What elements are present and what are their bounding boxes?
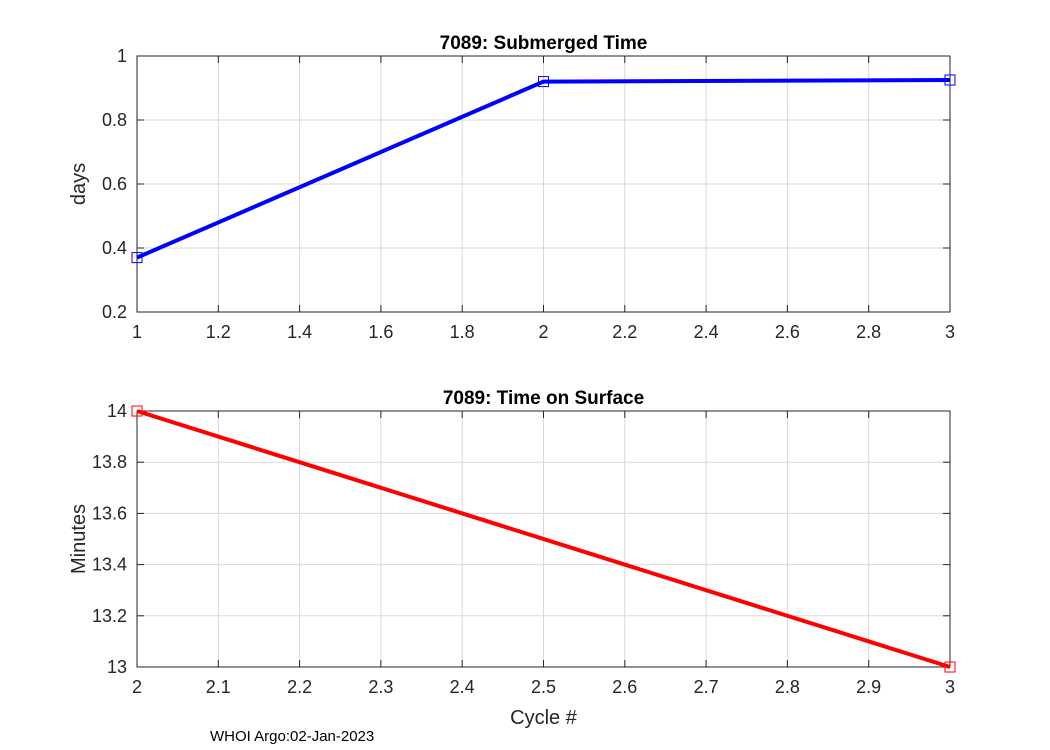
y-tick-label: 0.6 (102, 174, 127, 194)
y-tick-label: 13.2 (92, 606, 127, 626)
y-tick-label: 13.4 (92, 555, 127, 575)
x-tick-label: 2.2 (287, 677, 312, 697)
chart-title: 7089: Time on Surface (443, 388, 644, 409)
x-tick-label: 2.8 (775, 677, 800, 697)
series-line (136, 409, 951, 669)
x-tick-label: 3 (945, 322, 955, 342)
y-tick-label: 1 (117, 46, 127, 66)
series-line (136, 78, 951, 260)
x-tick-label: 2.6 (612, 677, 637, 697)
y-axis-label: days (68, 163, 90, 205)
x-tick-label: 2.5 (531, 677, 556, 697)
x-tick-label: 2.9 (856, 677, 881, 697)
data-point-marker (131, 252, 143, 264)
y-axis-label: Minutes (68, 504, 90, 574)
y-tick-label: 0.4 (102, 238, 127, 258)
x-tick-label: 1.8 (450, 322, 475, 342)
x-tick-label: 1.2 (206, 322, 231, 342)
x-tick-label: 2.1 (206, 677, 231, 697)
x-tick-label: 2.2 (612, 322, 637, 342)
y-tick-label: 13 (107, 657, 127, 677)
x-tick-label: 2.7 (694, 677, 719, 697)
footer-credit: WHOI Argo:02-Jan-2023 (210, 728, 374, 745)
y-tick-label: 14 (107, 401, 127, 421)
data-point-marker (538, 76, 549, 88)
plot-time-on-surface: 2 2.1 2.2 2.3 2.4 2.5 2.6 2.7 2.8 2.9 3 13 13.2 13.4 1… (68, 388, 956, 729)
x-tick-label: 2.8 (856, 322, 881, 342)
x-tick-label: 2 (538, 322, 548, 342)
x-tick-label: 3 (945, 677, 955, 697)
data-point-marker (131, 405, 143, 417)
x-axis-label: Cycle # (510, 707, 578, 729)
y-tick-label: 13.6 (92, 503, 127, 523)
x-tick-label: 2 (132, 677, 142, 697)
y-tick-label: 0.2 (102, 302, 127, 322)
x-tick-label: 2.6 (775, 322, 800, 342)
data-point-marker (944, 661, 956, 673)
y-tick-label: 13.8 (92, 452, 127, 472)
chart-title: 7089: Submerged Time (440, 33, 648, 54)
x-tick-label: 2.4 (450, 677, 475, 697)
data-point-marker (944, 74, 956, 86)
y-tick-label: 0.8 (102, 110, 127, 130)
x-tick-label: 2.4 (694, 322, 719, 342)
x-tick-label: 1 (132, 322, 142, 342)
plot-submerged-time: 1 1.2 1.4 1.6 1.8 2 2.2 2.4 2.6 2.8 3 0.2 0.4 0.6 0.8 1… (68, 33, 956, 342)
x-tick-label: 1.6 (368, 322, 393, 342)
x-tick-label: 2.3 (368, 677, 393, 697)
x-tick-label: 1.4 (287, 322, 312, 342)
